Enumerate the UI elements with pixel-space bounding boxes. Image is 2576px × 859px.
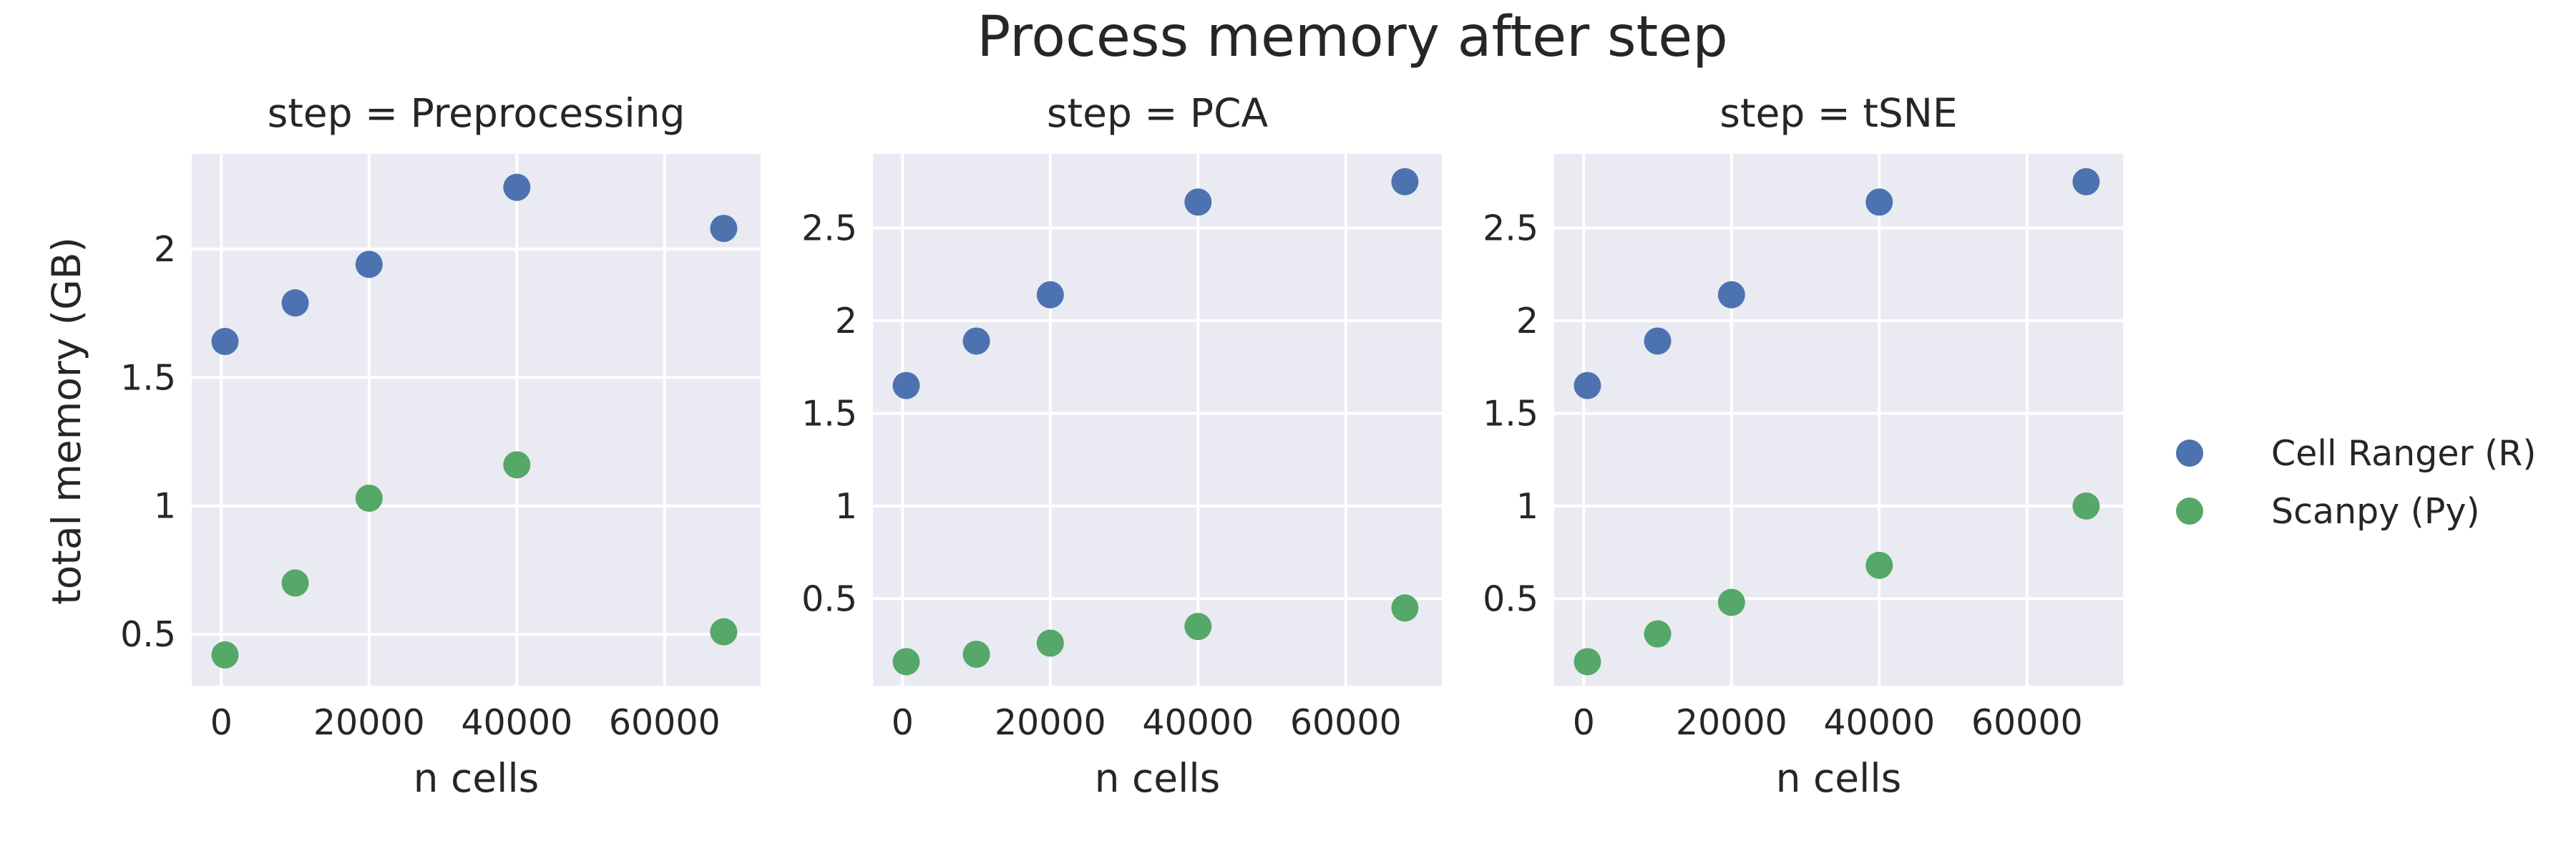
panel-3: 0 20000 40000 60000 0.5 1 1.5 2 2.5 step = tSNE n … <box>1483 90 2123 801</box>
y-tick-label: 1 <box>835 486 857 527</box>
x-tick-label: 60000 <box>1971 702 2083 743</box>
x-axis-label: n cells <box>1095 755 1221 801</box>
x-tick-label: 40000 <box>461 702 572 743</box>
legend-label: Scanpy (Py) <box>2271 491 2480 532</box>
data-point <box>1717 588 1745 616</box>
data-point <box>1184 188 1212 216</box>
data-point <box>1865 551 1893 579</box>
data-point <box>2072 168 2100 195</box>
x-tick-label: 0 <box>210 702 233 743</box>
plot-area <box>1554 154 2123 686</box>
panel-title: step = Preprocessing <box>268 90 686 136</box>
y-tick-label: 1.5 <box>120 357 176 398</box>
data-point <box>1036 629 1064 657</box>
y-tick-label: 1 <box>1516 486 1538 527</box>
plot-area <box>873 154 1442 686</box>
x-tick-label: 60000 <box>1290 702 1402 743</box>
legend-marker <box>2176 498 2203 525</box>
data-point <box>281 569 309 597</box>
facet-panels: 0 20000 40000 60000 0.5 1 1.5 2 step = Preproces… <box>120 90 2123 801</box>
data-point <box>1391 168 1419 195</box>
data-point <box>962 640 990 668</box>
y-tick-label: 0.5 <box>801 578 857 619</box>
data-point <box>355 484 383 512</box>
y-axis-label: total memory (GB) <box>44 237 89 605</box>
y-tick-label: 2 <box>835 301 857 341</box>
legend: Cell Ranger (R) Scanpy (Py) <box>2176 433 2536 532</box>
legend-label: Cell Ranger (R) <box>2271 433 2536 474</box>
panel-1: 0 20000 40000 60000 0.5 1 1.5 2 step = Preproces… <box>120 90 761 801</box>
x-tick-label: 20000 <box>995 702 1106 743</box>
data-point <box>1184 613 1212 641</box>
legend-item: Scanpy (Py) <box>2176 491 2480 532</box>
data-point <box>962 327 990 355</box>
data-point <box>211 328 239 356</box>
data-point <box>281 289 309 317</box>
x-tick-label: 0 <box>892 702 914 743</box>
y-tick-label: 2 <box>1516 301 1538 341</box>
data-point <box>503 451 531 479</box>
figure-title: Process memory after step <box>977 5 1727 69</box>
panel-title: step = tSNE <box>1719 90 1957 136</box>
data-point <box>1574 648 1601 676</box>
y-tick-label: 2 <box>154 229 176 270</box>
data-point <box>1644 620 1672 648</box>
data-point <box>892 372 920 399</box>
legend-marker <box>2176 440 2203 467</box>
data-point <box>1644 327 1672 355</box>
data-point <box>1865 188 1893 216</box>
data-point <box>1574 372 1601 399</box>
data-point <box>1717 281 1745 309</box>
data-point <box>710 215 738 243</box>
x-axis-label: n cells <box>1776 755 1902 801</box>
panel-title: step = PCA <box>1047 90 1269 136</box>
x-axis-label: n cells <box>414 755 540 801</box>
data-point <box>355 251 383 278</box>
data-point <box>892 648 920 676</box>
x-tick-label: 60000 <box>609 702 721 743</box>
panel-2: 0 20000 40000 60000 0.5 1 1.5 2 2.5 step = PCA n c… <box>801 90 1442 801</box>
data-point <box>1391 594 1419 622</box>
data-point <box>710 618 738 646</box>
x-tick-label: 20000 <box>313 702 425 743</box>
x-tick-label: 40000 <box>1823 702 1935 743</box>
y-tick-label: 2.5 <box>801 208 857 249</box>
x-tick-label: 40000 <box>1142 702 1254 743</box>
data-point <box>211 641 239 669</box>
y-tick-label: 1 <box>154 486 176 527</box>
y-tick-label: 2.5 <box>1483 208 1538 249</box>
x-tick-label: 0 <box>1573 702 1595 743</box>
plot-area <box>192 154 761 686</box>
data-point <box>503 173 531 201</box>
y-tick-label: 0.5 <box>120 614 176 655</box>
data-point <box>2072 492 2100 520</box>
legend-item: Cell Ranger (R) <box>2176 433 2536 474</box>
x-tick-label: 20000 <box>1676 702 1787 743</box>
data-point <box>1036 281 1064 309</box>
y-tick-label: 1.5 <box>801 393 857 434</box>
y-tick-label: 1.5 <box>1483 393 1538 434</box>
y-tick-label: 0.5 <box>1483 578 1538 619</box>
